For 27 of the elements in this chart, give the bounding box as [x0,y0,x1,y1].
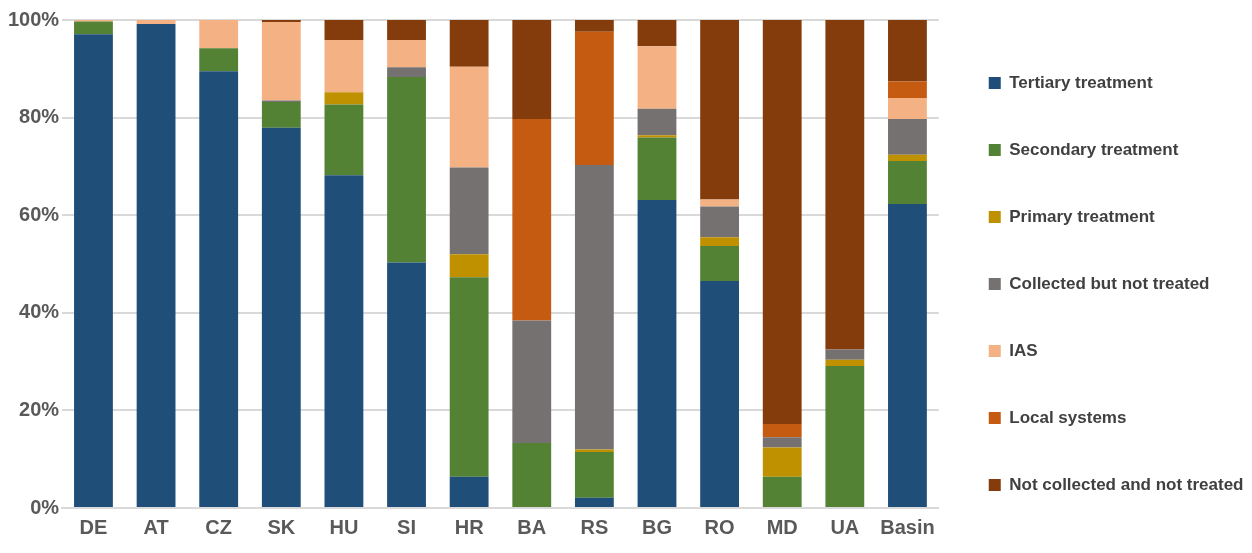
x-tick-label: RO [704,515,735,538]
legend-label: Collected but not treated [1009,273,1210,293]
x-tick-label: BG [641,515,672,538]
x-tick-label: RS [580,515,609,538]
y-tick-label: 60% [19,202,60,225]
x-tick-label: AT [143,515,169,538]
y-tick-label: 80% [19,105,60,128]
y-tick-label: 0% [30,495,60,518]
x-tick-label: SK [267,515,296,538]
x-tick-label: UA [830,515,860,538]
legend-label: Primary treatment [1009,206,1156,226]
x-tick-label: CZ [205,515,233,538]
legend-label: Tertiary treatment [1009,72,1153,92]
legend-label: Not collected and not treated [1009,474,1244,494]
x-tick-label: DE [79,515,108,538]
y-tick-label: 40% [19,300,60,323]
y-tick-label: 100% [8,7,60,30]
x-tick-label: HU [329,515,359,538]
legend-label: Local systems [1009,407,1127,427]
x-tick-label: SI [397,515,416,538]
x-tick-label: HR [454,515,485,538]
x-tick-label: BA [517,515,547,538]
legend-label: Secondary treatment [1009,139,1179,159]
x-tick-label: Basin [880,515,935,538]
y-tick-label: 20% [19,397,60,420]
legend-label: IAS [1009,340,1038,360]
x-tick-label: MD [766,515,798,538]
